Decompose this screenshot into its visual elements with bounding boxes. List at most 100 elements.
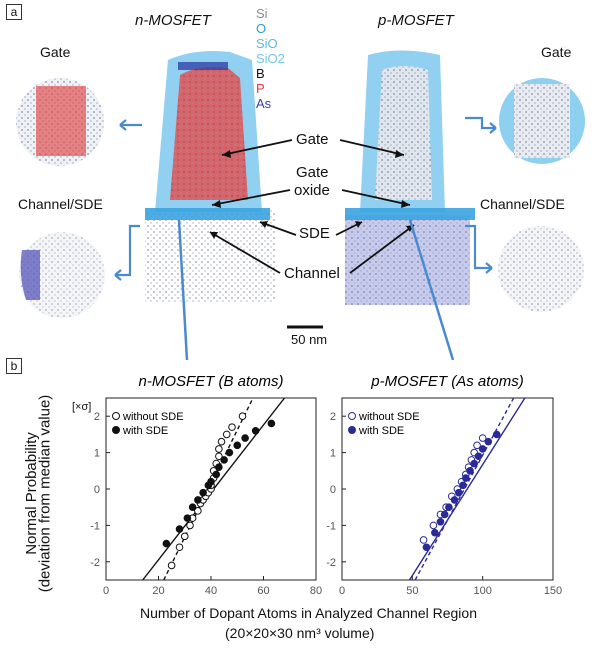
- data-point-0-1-13: [241, 434, 249, 442]
- panel-a-label: a: [6, 4, 22, 20]
- legend-element-6: As: [256, 96, 272, 111]
- data-point-0-1-12: [233, 441, 242, 450]
- annotation-channel: Channel: [284, 265, 340, 282]
- n-mosfet-structure: [145, 51, 275, 302]
- legend-element-0: Si: [256, 6, 268, 21]
- y-tick-label-1: 2: [330, 411, 336, 423]
- data-point-1-1-13: [484, 437, 493, 446]
- data-point-0-0-19: [228, 423, 236, 431]
- annotation-sde: SDE: [299, 225, 330, 242]
- data-point-0-0-16: [215, 445, 223, 453]
- scale-bar-label: 50 nm: [291, 332, 328, 347]
- unit-label: [×σ]: [72, 401, 92, 413]
- x-tick-label-1: 50: [406, 585, 418, 597]
- data-point-1-1-2: [436, 517, 445, 526]
- y-tick-label-1: -1: [326, 520, 336, 532]
- data-point-0-1-5: [199, 488, 207, 497]
- legend-marker-1-0: [348, 412, 356, 420]
- y-tick-label-0: 1: [94, 448, 100, 460]
- data-point-0-1-4: [194, 496, 202, 504]
- data-point-1-0-11: [473, 441, 481, 450]
- data-point-0-0-17: [217, 437, 226, 446]
- data-point-0-1-14: [251, 426, 260, 435]
- data-point-1-1-0: [422, 543, 431, 552]
- data-point-1-1-10: [470, 459, 479, 468]
- annotation-gate: Gate: [296, 131, 329, 148]
- y-tick-label-0: 0: [94, 484, 100, 496]
- data-point-1-0-0: [419, 536, 428, 544]
- annotation-gate-oxide-1: Gate: [296, 164, 329, 181]
- legend-marker-1-1: [348, 426, 356, 434]
- y-tick-label-0: 2: [94, 411, 100, 423]
- data-point-0-0-1: [175, 543, 184, 552]
- y-tick-label-0: -1: [90, 520, 100, 532]
- data-point-1-0-1: [429, 521, 438, 530]
- data-point-1-1-4: [445, 503, 453, 512]
- channel-sde-label-left: Channel/SDE: [18, 196, 103, 212]
- data-point-0-0-5: [194, 507, 202, 515]
- data-point-1-1-11: [474, 452, 483, 461]
- data-point-1-1-9: [466, 467, 474, 475]
- legend-marker-0-1: [112, 426, 120, 434]
- data-point-1-1-1: [431, 528, 439, 537]
- x-tick-label-0: 80: [310, 585, 322, 597]
- x-tick-label-1: 100: [473, 585, 491, 597]
- p-channel-cross-section: [498, 226, 584, 312]
- x-tick-label-1: 0: [339, 585, 345, 597]
- legend-text-1-0: without SDE: [358, 411, 420, 423]
- p-gate-cross-section: [499, 78, 585, 164]
- data-point-0-1-2: [183, 514, 192, 522]
- data-point-0-1-0: [162, 539, 171, 548]
- y-tick-label-0: -2: [90, 557, 100, 569]
- annotation-gate-oxide-2: oxide: [294, 182, 330, 199]
- atom-probe-illustration: [16, 50, 585, 360]
- connector-arrows: [114, 116, 497, 281]
- panel-b-label: b: [6, 358, 22, 374]
- data-point-0-0-3: [186, 521, 194, 530]
- channel-sde-label-right: Channel/SDE: [480, 196, 565, 212]
- x-axis-label-1: Number of Dopant Atoms in Analyzed Chann…: [140, 605, 477, 621]
- data-point-0-1-8: [212, 470, 221, 479]
- data-point-0-1-1: [175, 525, 184, 533]
- y-tick-label-1: -2: [326, 557, 336, 569]
- legend-element-1: O: [256, 21, 267, 36]
- n-gate-cross-section: [16, 78, 104, 166]
- panel-b-arrows: [177, 219, 455, 360]
- n-channel-cross-section: [19, 232, 105, 318]
- data-point-0-0-0: [167, 561, 176, 570]
- chart-title-1: p-MOSFET (As atoms): [370, 373, 524, 390]
- gate-label-left: Gate: [40, 44, 71, 60]
- data-point-0-1-7: [207, 477, 215, 486]
- data-point-0-0-2: [180, 532, 189, 541]
- p-mosfet-title: p-MOSFET: [378, 12, 454, 29]
- legend-text-0-1: with SDE: [122, 425, 168, 437]
- data-point-0-1-10: [220, 456, 228, 464]
- fit-line-1-1: [408, 397, 526, 581]
- y-tick-label-1: 0: [330, 484, 336, 496]
- n-mosfet-title: n-MOSFET: [135, 12, 211, 29]
- data-point-1-1-5: [450, 496, 459, 504]
- x-tick-label-0: 60: [257, 585, 269, 597]
- fit-line-1-0: [414, 397, 515, 581]
- legend-element-2: SiO: [256, 36, 278, 51]
- chart-title-0: n-MOSFET (B atoms): [138, 373, 283, 390]
- data-point-1-0-12: [478, 434, 487, 442]
- data-point-1-1-12: [478, 445, 487, 453]
- legend-element-4: B: [256, 66, 265, 81]
- x-tick-label-1: 150: [544, 585, 562, 597]
- annotation-arrowheads: [210, 150, 414, 239]
- legend-element-3: SiO2: [256, 51, 285, 66]
- data-point-0-1-15: [267, 419, 276, 428]
- data-point-0-0-20: [238, 412, 247, 421]
- y-tick-label-1: 1: [330, 448, 336, 460]
- data-point-1-1-3: [440, 510, 449, 519]
- data-point-0-0-15: [215, 452, 223, 461]
- x-axis-label-2: (20×20×30 nm³ volume): [225, 625, 375, 641]
- x-tick-label-0: 20: [152, 585, 164, 597]
- data-point-0-0-18: [222, 430, 231, 439]
- legend-marker-0-0: [112, 412, 120, 420]
- x-tick-label-0: 40: [205, 585, 217, 597]
- x-tick-label-0: 0: [103, 585, 109, 597]
- data-point-0-1-3: [188, 503, 197, 512]
